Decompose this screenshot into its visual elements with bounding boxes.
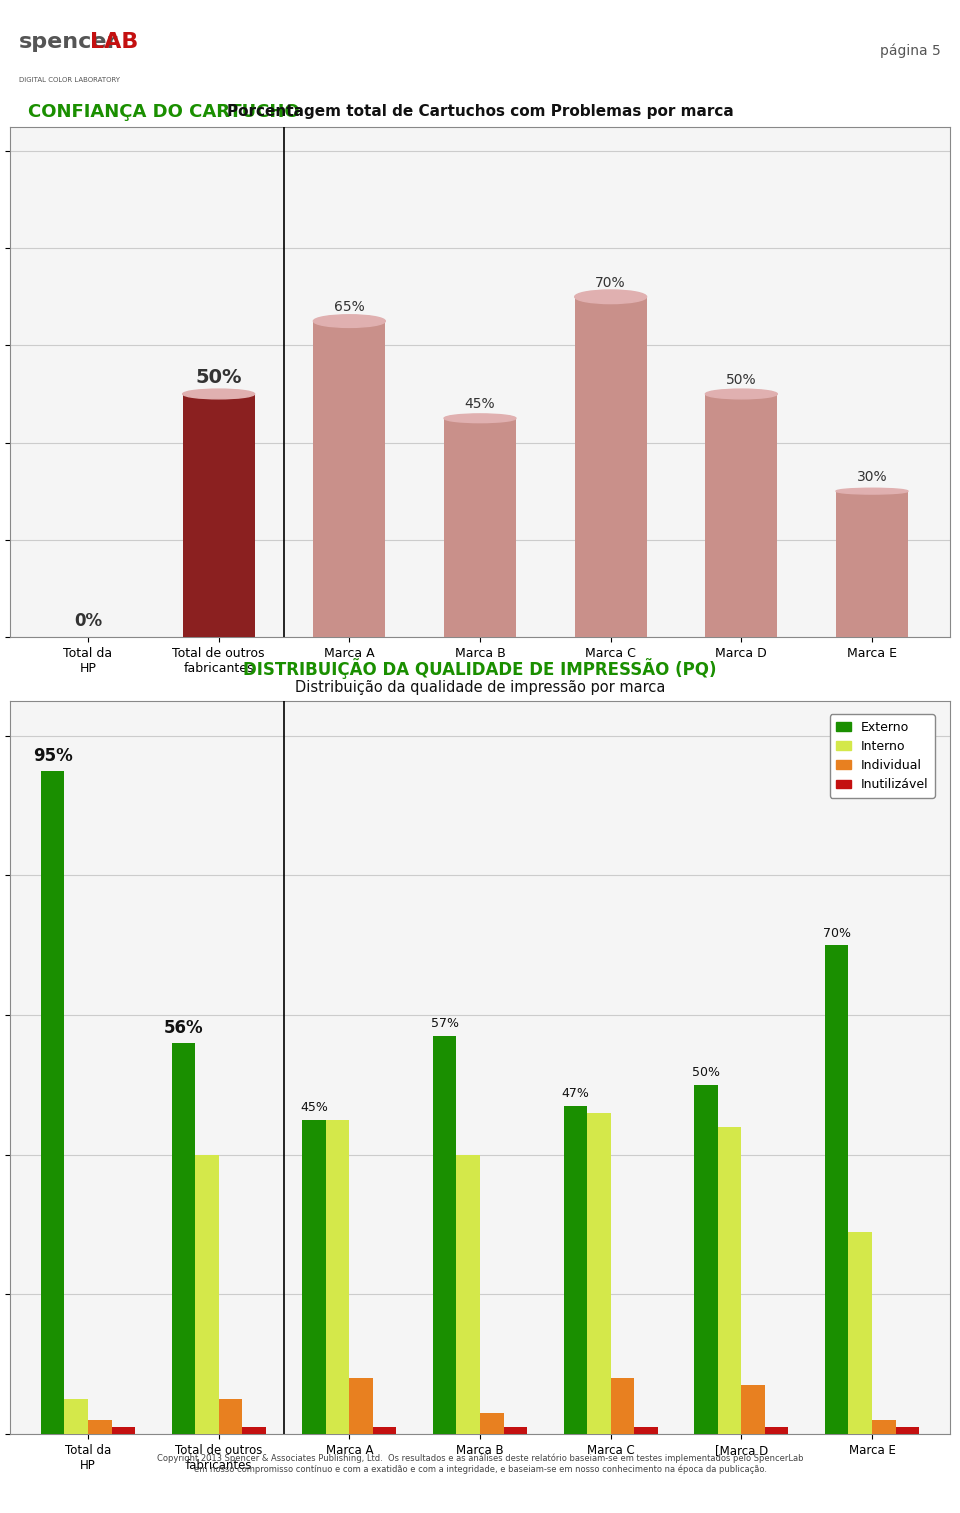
Bar xyxy=(480,1413,504,1434)
Bar xyxy=(836,492,908,637)
Bar xyxy=(741,1386,765,1434)
Bar xyxy=(64,1400,88,1434)
Text: 45%: 45% xyxy=(465,396,495,412)
Bar xyxy=(172,1042,195,1434)
Text: 70%: 70% xyxy=(823,926,851,940)
Bar xyxy=(706,393,778,637)
Ellipse shape xyxy=(706,389,778,399)
Text: 0%: 0% xyxy=(74,611,102,629)
Ellipse shape xyxy=(575,290,647,304)
Bar xyxy=(588,1112,611,1434)
Text: 57%: 57% xyxy=(431,1017,459,1030)
Bar xyxy=(896,1427,919,1434)
Ellipse shape xyxy=(444,415,516,422)
Bar xyxy=(349,1378,372,1434)
Bar xyxy=(564,1106,588,1434)
Bar xyxy=(635,1427,658,1434)
Ellipse shape xyxy=(836,489,908,495)
Bar xyxy=(219,1400,242,1434)
Bar xyxy=(872,1421,896,1434)
Text: 65%: 65% xyxy=(334,300,365,313)
Bar xyxy=(182,393,254,637)
Bar xyxy=(302,1120,325,1434)
Bar xyxy=(325,1120,349,1434)
Bar xyxy=(195,1154,219,1434)
Bar xyxy=(575,297,647,637)
Text: LAB: LAB xyxy=(89,32,138,51)
Bar xyxy=(433,1036,457,1434)
Text: Copyright 2013 Spencer & Associates Publishing, Ltd.  Os resultados e as análise: Copyright 2013 Spencer & Associates Publ… xyxy=(156,1452,804,1474)
Text: 56%: 56% xyxy=(163,1020,204,1038)
Bar xyxy=(457,1154,480,1434)
Bar xyxy=(111,1427,135,1434)
Ellipse shape xyxy=(313,315,385,327)
Title: Porcentagem total de Cartuchos com Problemas por marca: Porcentagem total de Cartuchos com Probl… xyxy=(227,103,733,118)
Bar xyxy=(849,1232,872,1434)
Bar xyxy=(242,1427,266,1434)
Bar xyxy=(444,418,516,637)
Bar xyxy=(825,946,849,1434)
Text: 50%: 50% xyxy=(726,372,756,387)
Text: CONFIANÇA DO CARTUCHO: CONFIANÇA DO CARTUCHO xyxy=(29,103,300,121)
Bar xyxy=(718,1127,741,1434)
Text: 70%: 70% xyxy=(595,275,626,289)
Bar xyxy=(88,1421,111,1434)
Text: DIGITAL COLOR LABORATORY: DIGITAL COLOR LABORATORY xyxy=(19,77,120,83)
Text: 47%: 47% xyxy=(562,1088,589,1100)
Ellipse shape xyxy=(182,389,254,399)
Text: 30%: 30% xyxy=(856,471,887,484)
Bar xyxy=(765,1427,788,1434)
Text: 50%: 50% xyxy=(196,368,242,387)
Bar xyxy=(694,1085,718,1434)
Text: 95%: 95% xyxy=(33,747,73,766)
Bar xyxy=(611,1378,635,1434)
Text: 45%: 45% xyxy=(300,1101,328,1114)
Text: spencer: spencer xyxy=(19,32,118,51)
Title: Distribuição da qualidade de impressão por marca: Distribuição da qualidade de impressão p… xyxy=(295,681,665,696)
Text: página 5: página 5 xyxy=(880,42,941,57)
Legend: Externo, Interno, Individual, Inutilizável: Externo, Interno, Individual, Inutilizáv… xyxy=(829,714,935,797)
Bar xyxy=(503,1427,527,1434)
Text: DISTRIBUIÇÃO DA QUALIDADE DE IMPRESSÃO (PQ): DISTRIBUIÇÃO DA QUALIDADE DE IMPRESSÃO (… xyxy=(243,658,717,679)
Bar xyxy=(313,321,385,637)
Bar xyxy=(372,1427,396,1434)
Text: 50%: 50% xyxy=(692,1067,720,1079)
Bar xyxy=(41,770,64,1434)
